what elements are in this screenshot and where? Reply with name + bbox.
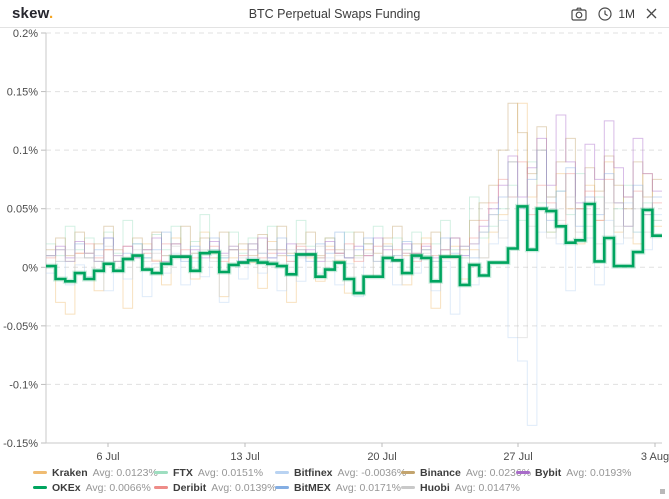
legend-series-name: Bitfinex — [294, 466, 333, 479]
series-binance — [46, 102, 662, 259]
logo-dot: . — [48, 5, 54, 22]
x-tick-label: 3 Aug — [641, 451, 669, 463]
legend-swatch-bitfinex — [275, 471, 289, 474]
legend-swatch-binance — [401, 471, 415, 474]
legend-series-name: Kraken — [52, 466, 88, 479]
x-tick-label: 6 Jul — [96, 451, 119, 463]
legend-series-avg: Avg: 0.0066% — [85, 481, 151, 494]
legend-swatch-bitmex — [275, 486, 289, 489]
x-tick-label: 27 Jul — [503, 451, 532, 463]
legend-item-bitmex[interactable]: BitMEX Avg: 0.0171% — [275, 482, 401, 494]
legend-series-avg: Avg: -0.0036% — [337, 466, 407, 479]
clock-icon[interactable] — [598, 6, 612, 21]
resize-handle[interactable] — [660, 489, 665, 494]
x-tick-label: 20 Jul — [367, 451, 396, 463]
legend-series-name: OKEx — [52, 481, 81, 494]
y-tick-label: -0.1% — [9, 379, 38, 391]
y-tick-label: 0.2% — [13, 28, 38, 40]
legend-swatch-ftx — [154, 471, 168, 474]
legend-row-2: OKEx Avg: 0.0066% Deribit Avg: 0.0139% BitME… — [33, 480, 669, 495]
camera-icon[interactable] — [571, 7, 587, 21]
chart-title: BTC Perpetual Swaps Funding — [248, 6, 421, 21]
legend-item-kraken[interactable]: Kraken Avg: 0.0123% — [33, 466, 158, 479]
y-tick-label: -0.05% — [3, 321, 38, 333]
legend-series-avg: Avg: 0.0147% — [454, 481, 520, 494]
series-deribit — [46, 161, 662, 262]
legend-item-okex[interactable]: OKEx Avg: 0.0066% — [33, 482, 154, 494]
legend-series-avg: Avg: 0.0236% — [465, 466, 532, 479]
legend-series-avg: Avg: 0.0139% — [211, 481, 277, 494]
series-bitfinex — [46, 196, 662, 426]
interval-selector[interactable]: 1M — [618, 6, 635, 21]
legend-row-1: Kraken Avg: 0.0123% FTX Avg: 0.0151% Bitfine… — [33, 465, 669, 480]
x-tick-label: 13 Jul — [230, 451, 259, 463]
legend-series-name: FTX — [173, 466, 193, 479]
legend-series-name: Deribit — [173, 481, 207, 494]
series-ftx — [46, 161, 662, 262]
series-bybit — [46, 114, 662, 262]
header-actions: 1M — [571, 7, 657, 21]
legend-item-bitfinex[interactable]: Bitfinex Avg: -0.0036% — [275, 466, 406, 479]
legend-swatch-deribit — [154, 486, 168, 489]
legend-series-name: Binance — [420, 466, 461, 479]
legend: Kraken Avg: 0.0123% FTX Avg: 0.0151% Bitfine… — [33, 465, 669, 495]
header: skew. BTC Perpetual Swaps Funding 1M — [0, 0, 669, 28]
legend-series-avg: Avg: 0.0171% — [335, 481, 401, 494]
legend-swatch-bybit — [516, 471, 530, 474]
legend-item-deribit[interactable]: Deribit Avg: 0.0139% — [154, 481, 277, 494]
series-okex — [46, 202, 662, 295]
y-tick-label: 0.05% — [7, 204, 38, 216]
y-tick-label: 0.15% — [7, 87, 38, 99]
y-tick-label: -0.15% — [3, 438, 38, 450]
legend-series-avg: Avg: 0.0123% — [92, 466, 158, 479]
series-kraken — [46, 102, 662, 315]
legend-series-name: BitMEX — [294, 481, 331, 494]
legend-series-name: Huobi — [420, 481, 450, 494]
y-tick-label: 0.1% — [13, 145, 38, 157]
series-bitmex — [46, 149, 662, 262]
close-icon[interactable] — [646, 8, 657, 19]
legend-item-bybit[interactable]: Bybit Avg: 0.0193% — [516, 467, 669, 479]
skew-logo[interactable]: skew. — [12, 5, 54, 22]
legend-series-avg: Avg: 0.0151% — [197, 466, 264, 479]
y-tick-label: 0% — [22, 262, 38, 274]
legend-item-ftx[interactable]: FTX Avg: 0.0151% — [154, 467, 275, 479]
legend-swatch-okex — [33, 486, 47, 489]
funding-chart[interactable]: 0.2% 0.15% 0.1% 0.05% 0% -0.05% -0.1% -0.15% 6 J… — [0, 28, 669, 465]
legend-swatch-huobi — [401, 486, 415, 489]
legend-item-binance[interactable]: Binance Avg: 0.0236% — [401, 466, 531, 479]
legend-series-avg: Avg: 0.0193% — [566, 466, 632, 479]
legend-series-name: Bybit — [535, 466, 562, 479]
legend-item-huobi[interactable]: Huobi Avg: 0.0147% — [401, 481, 520, 494]
legend-swatch-kraken — [33, 471, 47, 474]
